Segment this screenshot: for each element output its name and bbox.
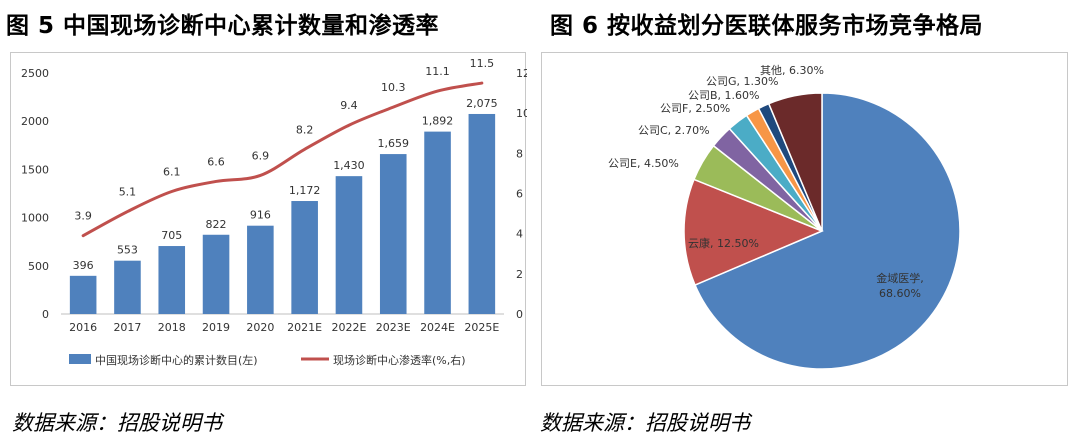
pie-slice	[767, 92, 823, 232]
bar-data-label: 396	[73, 259, 94, 272]
bar	[379, 154, 407, 314]
x-tick-label: 2021E	[287, 321, 322, 334]
pie-slice-label: 公司F, 2.50%	[660, 102, 730, 115]
pie-slice	[694, 92, 961, 370]
x-tick-label: 2023E	[376, 321, 411, 334]
x-tick-label: 2016	[69, 321, 97, 334]
pie-slice-label: 公司C, 2.70%	[638, 124, 710, 137]
bar	[69, 275, 97, 314]
pie-slice-label: 公司E, 4.50%	[608, 157, 679, 170]
y-left-tick-label: 0	[42, 308, 49, 321]
line-data-label: 6.1	[163, 165, 181, 178]
legend-bar-label: 中国现场诊断中心的累计数目(左)	[95, 353, 258, 367]
x-tick-label: 2024E	[420, 321, 455, 334]
bar-data-label: 2,075	[466, 97, 498, 110]
y-left-tick-label: 1500	[21, 163, 49, 176]
line-data-label: 6.9	[252, 149, 270, 162]
bar-data-label: 916	[250, 209, 271, 222]
y-right-tick-label: 8	[516, 147, 523, 160]
line-data-label: 6.6	[207, 155, 225, 168]
pie-slice	[683, 178, 824, 286]
y-right-tick-label: 2	[516, 268, 523, 281]
figure-5-title: 图 5 中国现场诊断中心累计数量和渗透率	[6, 13, 440, 39]
y-right-tick-label: 0	[516, 308, 523, 321]
bar-data-label: 705	[161, 229, 182, 242]
y-right-tick-label: 6	[516, 188, 523, 201]
x-tick-label: 2020	[246, 321, 274, 334]
pie-slice-label: 金域医学, 68.60%	[876, 271, 924, 300]
line-data-label: 5.1	[119, 186, 137, 199]
y-left-tick-label: 2500	[21, 67, 49, 80]
source-note-right: 数据来源：招股说明书	[540, 411, 750, 435]
bar	[202, 234, 230, 314]
pie-slice-label: 云康, 12.50%	[688, 236, 759, 250]
legend-bar-swatch	[69, 354, 91, 364]
bar	[335, 176, 363, 314]
line-data-label: 10.3	[381, 81, 406, 94]
figure-6-title: 图 6 按收益划分医联体服务市场竞争格局	[550, 13, 984, 39]
pie-chart-panel: 金域医学, 68.60% 云康, 12.50% 公司E, 4.50% 公司C, 2.70…	[541, 52, 1068, 386]
pie-slice-label: 公司G, 1.30%	[706, 75, 778, 88]
line-data-label: 11.5	[470, 57, 495, 70]
pie-slice-label: 其他, 6.30%	[760, 64, 824, 77]
bar	[468, 113, 496, 314]
x-tick-label: 2022E	[331, 321, 366, 334]
bar-data-label: 822	[206, 218, 227, 231]
bar	[114, 260, 141, 314]
bar	[424, 131, 451, 314]
line-data-label: 9.4	[340, 99, 358, 112]
line-data-label: 3.9	[74, 210, 92, 223]
bar	[291, 201, 318, 314]
bar-line-chart-panel: 0 500 1000 1500 2000 2500 0 2 4 6 8 10 12 396 2016 553 2…	[10, 52, 530, 386]
x-tick-label: 2025E	[464, 321, 499, 334]
source-note-left: 数据来源：招股说明书	[12, 411, 222, 435]
y-right-tick-label: 10	[516, 107, 527, 120]
bar-data-label: 1,430	[333, 159, 365, 172]
bar-data-label: 1,659	[378, 137, 410, 150]
y-left-tick-label: 1000	[21, 212, 49, 225]
bar	[247, 225, 274, 314]
bar-data-label: 1,892	[422, 115, 454, 128]
bar-data-label: 553	[117, 244, 138, 257]
x-tick-label: 2019	[202, 321, 230, 334]
bar-data-label: 1,172	[289, 184, 321, 197]
line-data-label: 8.2	[296, 123, 314, 136]
y-left-tick-label: 2000	[21, 115, 49, 128]
legend-line-label: 现场诊断中心渗透率(%,右)	[333, 353, 466, 367]
line-data-label: 11.1	[425, 65, 450, 78]
x-tick-label: 2017	[113, 321, 141, 334]
x-tick-label: 2018	[158, 321, 186, 334]
bar	[158, 246, 186, 314]
pie-chart: 金域医学, 68.60% 云康, 12.50% 公司E, 4.50% 公司C, 2.70…	[608, 64, 961, 370]
pie-slice-label: 公司B, 1.60%	[688, 89, 759, 102]
y-right-tick-label: 12	[516, 67, 527, 80]
y-left-tick-label: 500	[28, 260, 49, 273]
penetration-rate-line	[81, 81, 484, 238]
bar-line-chart: 0 500 1000 1500 2000 2500 0 2 4 6 8 10 12 396 2016 553 2…	[21, 57, 530, 367]
y-right-tick-label: 4	[516, 228, 523, 241]
